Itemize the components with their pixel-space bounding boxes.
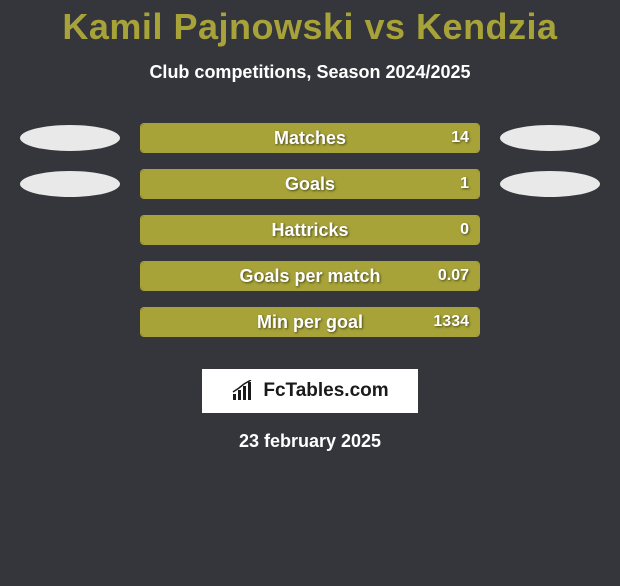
- stat-value: 0: [460, 216, 469, 244]
- stat-label: Goals per match: [141, 262, 479, 290]
- stat-bar: Matches14: [140, 123, 480, 153]
- stat-row: Min per goal1334: [0, 299, 620, 345]
- stat-row: Goals per match0.07: [0, 253, 620, 299]
- stat-label: Goals: [141, 170, 479, 198]
- stat-value: 0.07: [438, 262, 469, 290]
- comparison-title: Kamil Pajnowski vs Kendzia: [0, 6, 620, 48]
- stat-bar: Min per goal1334: [140, 307, 480, 337]
- site-logo-text: FcTables.com: [263, 380, 388, 402]
- player2-marker: [500, 171, 600, 197]
- stat-value: 14: [451, 124, 469, 152]
- stat-bar: Goals per match0.07: [140, 261, 480, 291]
- player2-marker: [500, 125, 600, 151]
- player1-marker: [20, 125, 120, 151]
- stat-row: Goals1: [0, 161, 620, 207]
- stat-value: 1: [460, 170, 469, 198]
- stat-row: Matches14: [0, 115, 620, 161]
- stat-row: Hattricks0: [0, 207, 620, 253]
- bar-chart-icon: [231, 380, 257, 402]
- stat-label: Matches: [141, 124, 479, 152]
- comparison-subtitle: Club competitions, Season 2024/2025: [0, 62, 620, 83]
- stat-label: Hattricks: [141, 216, 479, 244]
- snapshot-date: 23 february 2025: [0, 431, 620, 452]
- stats-area: Matches14 Goals1 Hattricks0 Goals per match…: [0, 115, 620, 345]
- stat-bar: Hattricks0: [140, 215, 480, 245]
- stat-bar: Goals1: [140, 169, 480, 199]
- player1-marker: [20, 171, 120, 197]
- stat-value: 1334: [433, 308, 469, 336]
- site-logo: FcTables.com: [202, 369, 418, 413]
- stat-label: Min per goal: [141, 308, 479, 336]
